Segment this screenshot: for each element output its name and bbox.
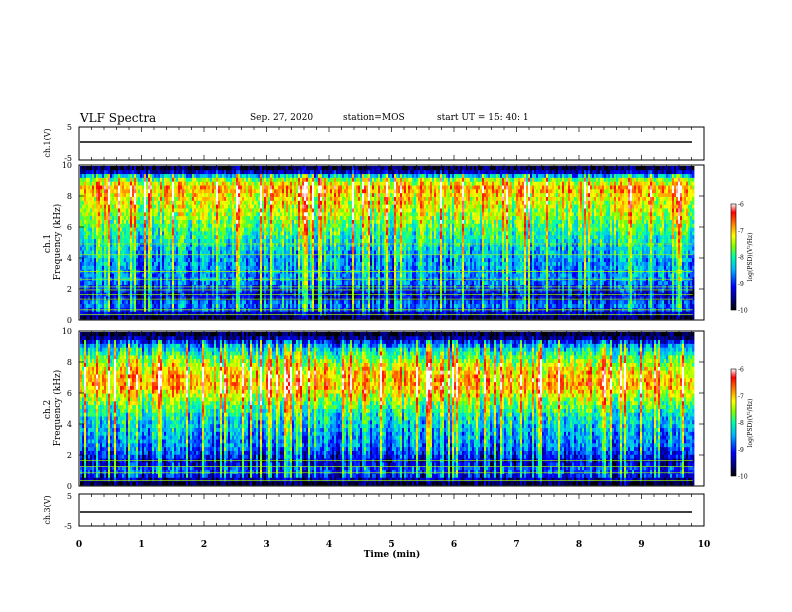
ch1-voltage-ylabel: ch.1(V) <box>43 128 52 157</box>
ch1-voltage-ytick-top: 5 <box>67 123 72 132</box>
ch1-voltage-panel: 5 -5 ch.1(V) <box>43 123 704 163</box>
vlf-spectra-figure: 5 -5 ch.1(V) 0246810 ch.1 Frequency (kHz… <box>0 0 792 612</box>
ch1-spectrogram-heatmap <box>80 166 694 319</box>
